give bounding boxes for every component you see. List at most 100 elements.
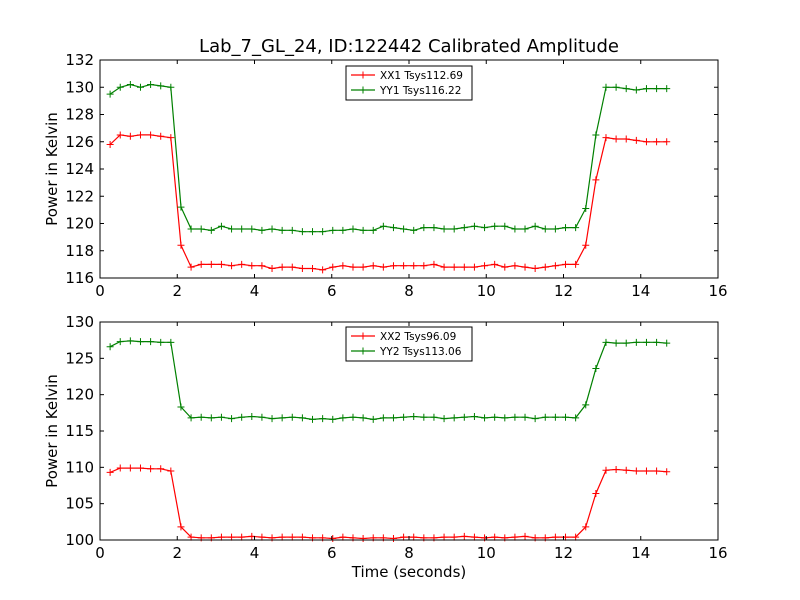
data-point	[106, 343, 114, 351]
data-point	[197, 260, 205, 268]
data-point	[258, 533, 266, 541]
data-point	[136, 83, 144, 91]
data-point	[551, 533, 559, 541]
data-point	[562, 413, 570, 421]
data-point	[521, 413, 529, 421]
data-point	[541, 225, 549, 233]
x-tick-label: 4	[250, 282, 260, 300]
data-point	[278, 414, 286, 422]
data-point	[521, 263, 529, 271]
x-tick-label: 14	[631, 282, 650, 300]
data-point	[632, 338, 640, 346]
data-point	[207, 226, 215, 234]
data-point	[329, 415, 337, 423]
series-1	[106, 131, 671, 274]
data-point	[572, 533, 580, 541]
data-point	[207, 260, 215, 268]
data-point	[420, 413, 428, 421]
data-point	[106, 140, 114, 148]
data-point	[157, 82, 165, 90]
x-tick-label: 2	[172, 282, 182, 300]
data-point	[572, 224, 580, 232]
data-point	[470, 412, 478, 420]
data-point	[167, 83, 175, 91]
data-point	[359, 263, 367, 271]
data-point	[582, 401, 590, 409]
data-point	[450, 533, 458, 541]
x-tick-label: 4	[250, 544, 260, 562]
data-point	[470, 533, 478, 541]
legend-marker	[359, 86, 367, 94]
data-point	[369, 415, 377, 423]
data-point	[663, 85, 671, 93]
data-point	[501, 222, 509, 230]
data-point	[329, 263, 337, 271]
x-tick-label: 16	[708, 544, 727, 562]
data-point	[430, 413, 438, 421]
data-point	[632, 136, 640, 144]
data-point	[551, 262, 559, 270]
data-point	[187, 414, 195, 422]
data-point	[288, 263, 296, 271]
data-point	[622, 339, 630, 347]
y-tick-label: 118	[65, 242, 94, 260]
data-point	[511, 262, 519, 270]
y-tick-label: 124	[65, 160, 94, 178]
data-point	[258, 413, 266, 421]
data-point	[197, 225, 205, 233]
data-point	[339, 226, 347, 234]
data-point	[329, 535, 337, 543]
data-point	[106, 468, 114, 476]
legend-entry: XX2 Tsys96.09	[380, 331, 456, 343]
data-point	[126, 132, 134, 140]
data-point	[349, 263, 357, 271]
data-point	[663, 138, 671, 146]
data-point	[248, 225, 256, 233]
chart-title: Lab_7_GL_24, ID:122442 Calibrated Amplit…	[199, 36, 619, 57]
data-point	[217, 260, 225, 268]
data-point	[501, 263, 509, 271]
series-line	[109, 134, 667, 271]
data-point	[592, 365, 600, 373]
data-point	[248, 412, 256, 420]
data-point	[491, 260, 499, 268]
data-point	[440, 415, 448, 423]
data-point	[319, 266, 327, 274]
data-point	[309, 228, 317, 236]
data-point	[551, 225, 559, 233]
y-tick-label: 122	[65, 187, 94, 205]
data-point	[248, 262, 256, 270]
data-point	[228, 415, 236, 423]
data-point	[389, 262, 397, 270]
data-point	[136, 464, 144, 472]
x-tick-label: 12	[554, 544, 573, 562]
data-point	[612, 466, 620, 474]
legend-entry: YY1 Tsys116.22	[379, 85, 461, 97]
data-point	[400, 225, 408, 233]
legend: XX1 Tsys112.69 YY1 Tsys116.22	[345, 65, 473, 101]
data-point	[177, 203, 185, 211]
data-point	[349, 225, 357, 233]
data-point	[491, 413, 499, 421]
data-point	[632, 86, 640, 94]
data-point	[420, 262, 428, 270]
data-point	[359, 414, 367, 422]
legend-entry: XX1 Tsys112.69	[380, 70, 463, 82]
series-line	[109, 83, 667, 233]
data-point	[187, 225, 195, 233]
data-point	[238, 225, 246, 233]
data-point	[410, 412, 418, 420]
data-point	[653, 338, 661, 346]
data-point	[359, 226, 367, 234]
data-point	[460, 263, 468, 271]
data-point	[622, 135, 630, 143]
data-point	[147, 338, 155, 346]
data-point	[410, 262, 418, 270]
data-point	[521, 225, 529, 233]
data-point	[521, 532, 529, 540]
x-tick-label: 0	[95, 282, 105, 300]
x-tick-label: 14	[631, 544, 650, 562]
data-point	[410, 533, 418, 541]
data-point	[653, 138, 661, 146]
